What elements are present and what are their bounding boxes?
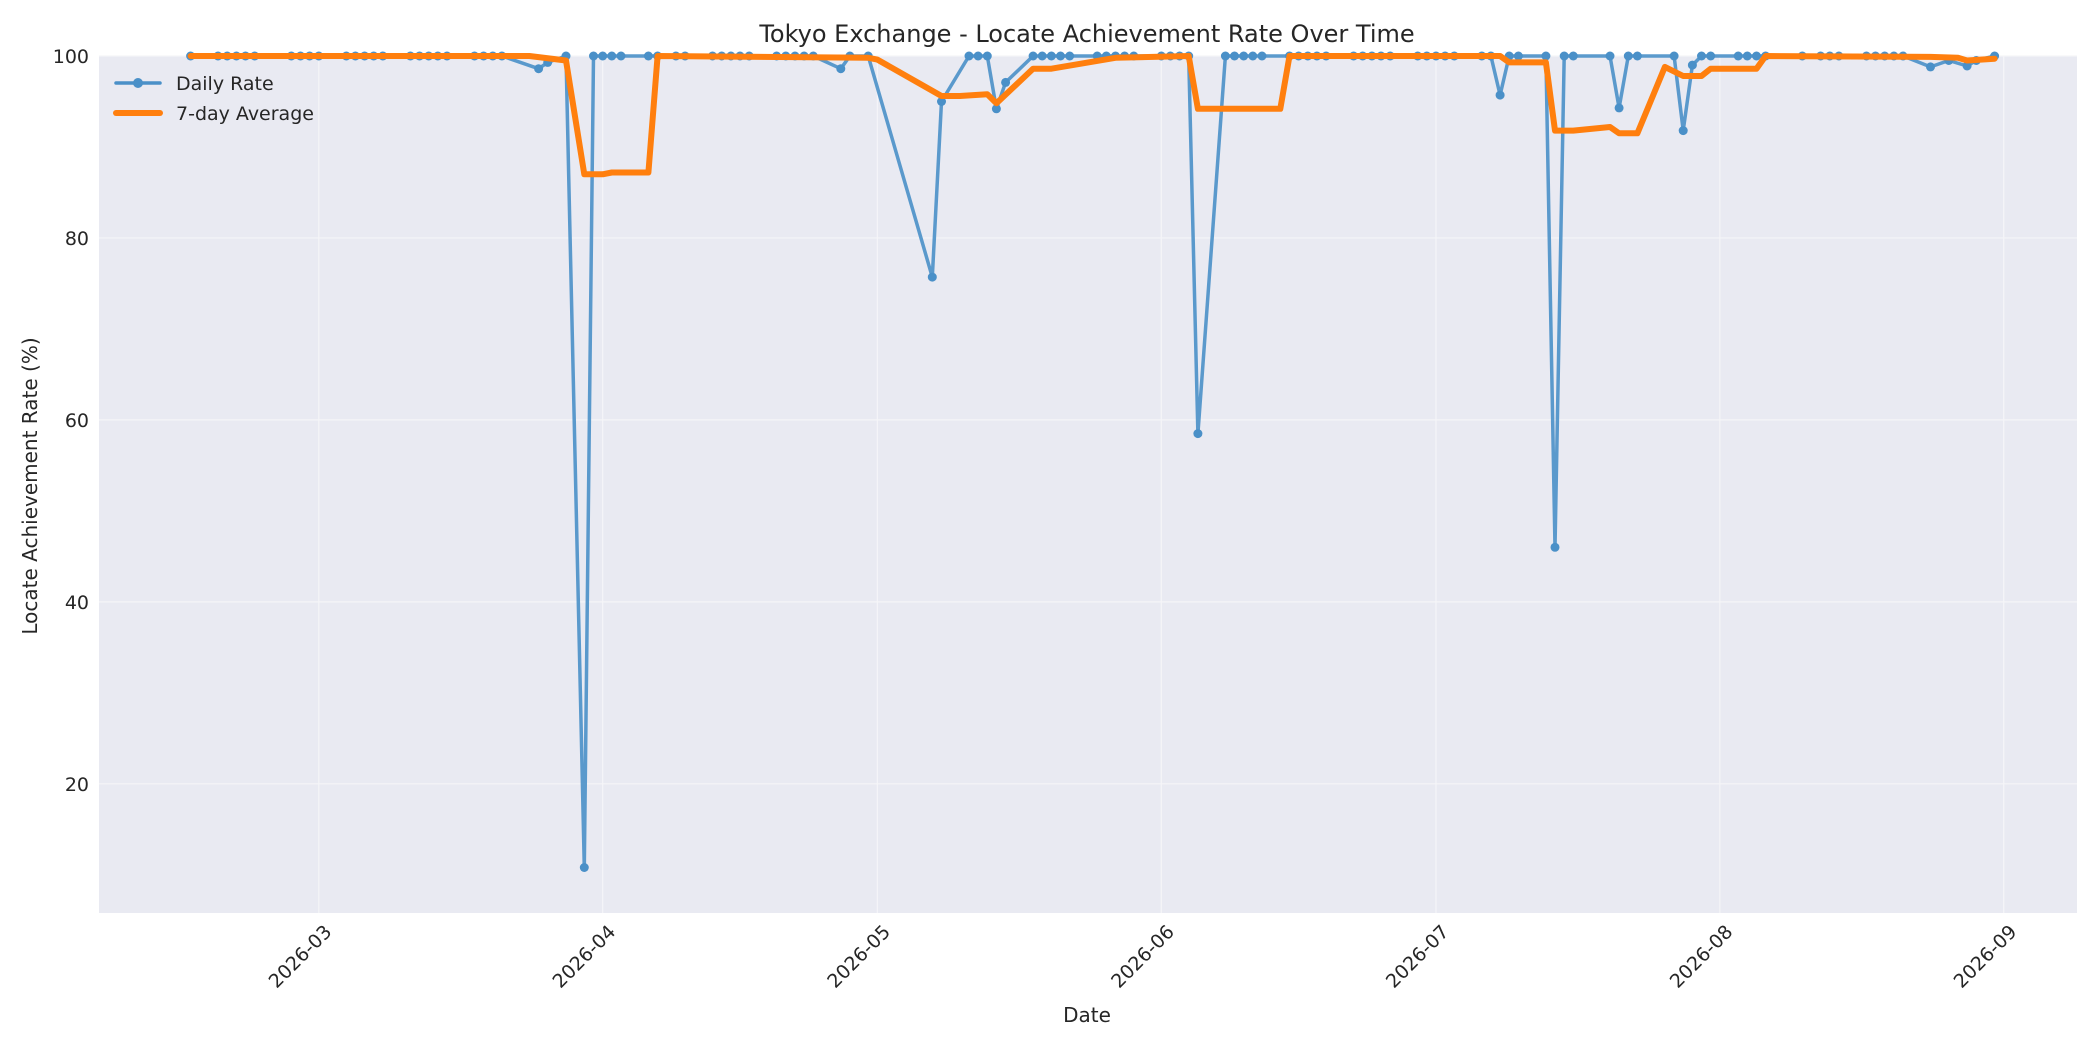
daily-rate-point [1495, 90, 1505, 100]
legend-daily-label: Daily Rate [176, 73, 274, 95]
x-tick-label: 2026-09 [1950, 921, 2022, 993]
daily-rate-point [1568, 51, 1578, 61]
daily-rate-point [616, 51, 626, 61]
legend: Daily Rate 7-day Average [113, 73, 314, 125]
daily-rate-point [1752, 51, 1761, 61]
daily-rate-point [1687, 60, 1697, 70]
daily-rate-point [589, 51, 598, 61]
daily-rate-point [1028, 51, 1038, 61]
daily-rate-point [1065, 51, 1075, 61]
daily-rate-point [964, 51, 974, 61]
daily-rate-point [1559, 51, 1569, 61]
daily-rate-point [598, 51, 608, 61]
daily-rate-point [1697, 51, 1706, 61]
daily-rate-point [1541, 51, 1551, 61]
daily-rate-point [534, 64, 544, 74]
x-tick-label: 2026-03 [265, 921, 337, 993]
daily-rate-point [1220, 51, 1230, 61]
daily-rate-point [1706, 51, 1716, 61]
daily-rate-point [973, 51, 983, 61]
daily-rate-point [607, 51, 617, 61]
y-axis-label: Locate Achievement Rate (%) [18, 337, 42, 634]
daily-rate-point [1550, 542, 1560, 552]
daily-rate-point [836, 64, 846, 74]
daily-rate-point [937, 97, 946, 106]
daily-rate-point [1513, 51, 1523, 61]
y-tick-label: 20 [65, 774, 89, 796]
legend-daily-marker [133, 78, 143, 88]
daily-rate-point [1239, 51, 1249, 61]
daily-rate-point [1632, 51, 1642, 61]
daily-rate-point [1046, 51, 1056, 61]
daily-rate-point [1230, 51, 1239, 61]
seven-day-average-line [187, 53, 1998, 178]
x-axis-ticks: 2026-03 2026-04 2026-05 2026-06 2026-07 2026-… [265, 921, 2022, 993]
daily-rate-point [1605, 51, 1615, 61]
daily-rate-point [991, 104, 1001, 114]
daily-rate-point [1056, 51, 1065, 61]
daily-rate-point [1257, 51, 1267, 61]
daily-rate-point [1678, 126, 1688, 136]
x-tick-label: 2026-05 [823, 921, 895, 993]
daily-rate-point [1001, 77, 1011, 87]
daily-rate-point [1926, 62, 1935, 72]
daily-rate-point [982, 51, 992, 61]
y-tick-label: 60 [65, 410, 89, 432]
daily-rate-point [1248, 51, 1258, 61]
plot-background [99, 56, 2077, 913]
x-tick-label: 2026-07 [1382, 921, 1454, 993]
daily-rate-point [643, 51, 653, 61]
daily-rate-point [1193, 429, 1203, 439]
daily-rate-point [1669, 51, 1679, 61]
chart-title: Tokyo Exchange - Locate Achievement Rate… [758, 20, 1414, 48]
daily-rate-point [927, 272, 937, 282]
y-tick-label: 80 [65, 228, 89, 250]
y-axis-ticks: 20 40 60 80 100 [53, 46, 89, 796]
x-tick-label: 2026-06 [1107, 921, 1179, 993]
daily-rate-point [1742, 51, 1752, 61]
y-tick-label: 100 [53, 46, 89, 68]
legend-avg-label: 7-day Average [176, 103, 314, 125]
daily-rate-point [1614, 103, 1624, 113]
daily-rate-point [1733, 51, 1743, 61]
daily-rate-point [1962, 61, 1972, 71]
x-tick-label: 2026-08 [1666, 921, 1738, 993]
series-layer [186, 51, 2000, 872]
daily-rate-point [579, 863, 589, 872]
daily-rate-point [1623, 51, 1633, 61]
x-axis-label: Date [1063, 1003, 1111, 1027]
x-tick-label: 2026-04 [548, 921, 620, 993]
daily-rate-point [1037, 51, 1047, 61]
y-tick-label: 40 [65, 592, 89, 614]
